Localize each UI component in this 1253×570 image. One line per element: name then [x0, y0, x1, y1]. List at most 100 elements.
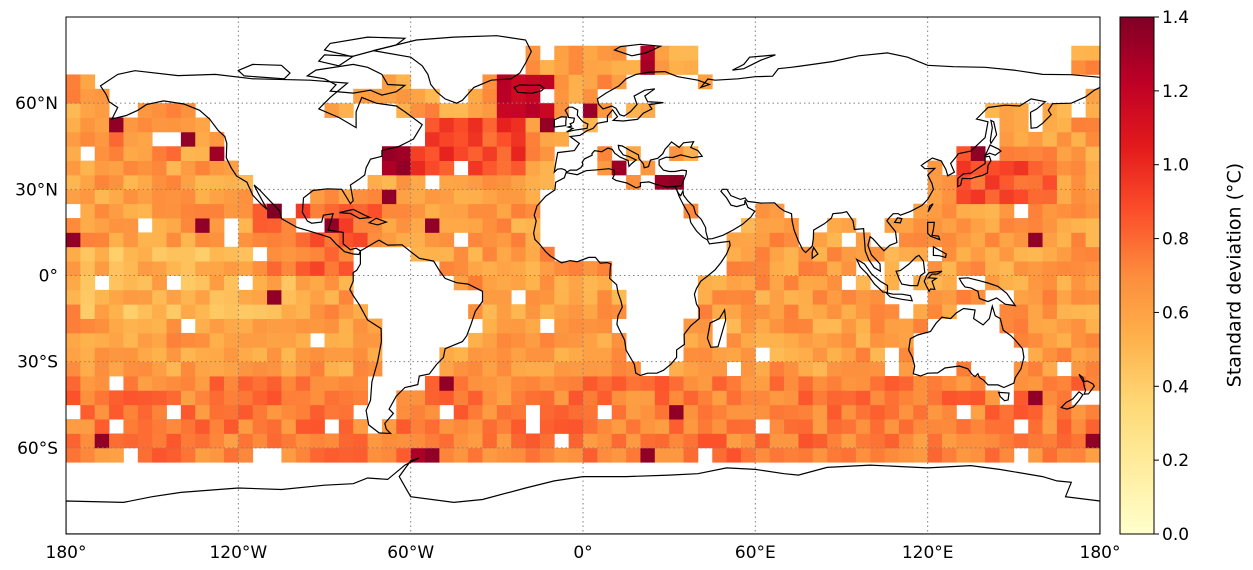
data-cell	[482, 447, 498, 463]
data-cell	[726, 304, 742, 319]
data-cell	[195, 131, 211, 147]
data-cell	[798, 275, 814, 291]
data-cell	[267, 218, 282, 233]
data-cell	[295, 318, 311, 334]
data-cell	[1042, 275, 1058, 291]
coastline-landmass	[927, 221, 941, 241]
coastline-landmass	[317, 54, 356, 67]
data-cell	[999, 246, 1015, 262]
x-tick-label: 180°	[1080, 543, 1121, 563]
data-cell	[1056, 376, 1072, 391]
data-cell	[784, 376, 799, 391]
data-cell	[1085, 447, 1100, 463]
data-cell	[626, 390, 641, 406]
data-cell	[942, 246, 957, 262]
data-cell	[166, 232, 182, 248]
data-cells	[66, 45, 1100, 463]
data-cell	[410, 160, 426, 176]
data-cell	[697, 289, 713, 305]
data-cell	[367, 447, 383, 463]
data-cell	[209, 390, 225, 406]
data-cell	[180, 404, 196, 420]
coastline-landmass	[884, 291, 914, 302]
data-cell	[697, 376, 713, 391]
data-cell	[999, 189, 1015, 205]
data-cell	[1071, 419, 1087, 434]
data-cell	[640, 447, 656, 463]
data-cell	[109, 189, 124, 205]
data-cell	[209, 275, 225, 291]
data-cell	[94, 289, 110, 305]
data-cell	[525, 74, 541, 90]
data-cell	[482, 376, 498, 391]
data-cell	[152, 275, 167, 291]
data-cell	[1013, 146, 1029, 162]
data-cell	[223, 390, 239, 406]
data-cell	[927, 218, 943, 233]
data-cell	[180, 376, 196, 391]
data-cell	[338, 390, 354, 406]
data-cell	[568, 447, 584, 463]
data-cell	[310, 203, 325, 219]
data-cell	[396, 404, 412, 420]
data-cell	[927, 447, 943, 463]
data-cell	[338, 289, 354, 305]
data-cell	[712, 433, 728, 449]
data-cell	[626, 60, 641, 75]
data-cell	[80, 232, 96, 248]
data-cell	[267, 390, 282, 406]
data-cell	[338, 275, 354, 291]
data-cell	[539, 131, 555, 147]
data-cell	[525, 131, 541, 147]
data-cell	[913, 218, 929, 233]
data-cell	[855, 419, 871, 434]
data-cell	[80, 332, 96, 348]
data-cell	[827, 332, 842, 348]
data-cell	[841, 419, 857, 434]
data-cell	[152, 390, 167, 406]
data-cell	[152, 261, 167, 276]
data-cell	[152, 103, 167, 118]
data-cell	[267, 419, 282, 434]
data-cell	[123, 376, 139, 391]
data-cell	[295, 332, 311, 348]
data-cell	[496, 275, 512, 291]
data-cell	[66, 131, 81, 147]
data-cell	[999, 261, 1015, 276]
data-cell	[209, 376, 225, 391]
data-cell	[281, 218, 297, 233]
data-cell	[295, 447, 311, 463]
data-cell	[1028, 232, 1043, 248]
data-cell	[1013, 275, 1029, 291]
data-cell	[985, 390, 1000, 406]
data-cell	[310, 433, 325, 449]
data-cell	[137, 261, 153, 276]
data-cell	[267, 289, 282, 305]
colorbar-label: Standard deviation (°C)	[1224, 163, 1246, 387]
data-cell	[884, 246, 900, 262]
data-cell	[568, 376, 584, 391]
data-cell	[669, 404, 684, 420]
coastline-landmass	[732, 54, 776, 71]
data-cell	[238, 304, 254, 319]
data-cell	[855, 318, 871, 334]
data-cell	[80, 361, 96, 377]
data-cell	[970, 232, 986, 248]
data-cell	[353, 419, 368, 434]
data-cell	[267, 275, 282, 291]
data-cell	[66, 361, 81, 377]
data-cell	[238, 232, 254, 248]
data-cell	[324, 361, 340, 377]
data-cell	[841, 289, 857, 305]
data-cell	[1056, 146, 1072, 162]
data-cell	[1042, 318, 1058, 334]
data-cell	[769, 232, 785, 248]
data-cell	[496, 347, 512, 363]
data-cell	[726, 347, 742, 363]
data-cell	[66, 376, 81, 391]
data-cell	[913, 318, 929, 334]
data-cell	[66, 174, 81, 190]
data-cell	[827, 433, 842, 449]
data-cell	[970, 218, 986, 233]
data-cell	[511, 131, 526, 147]
